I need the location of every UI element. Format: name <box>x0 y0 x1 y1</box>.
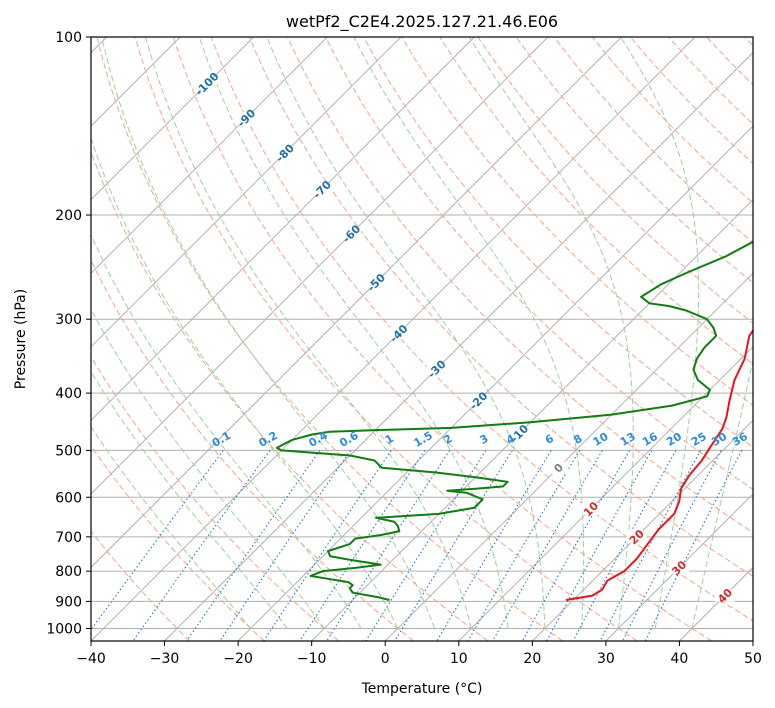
moist-adiabat-line <box>691 357 753 629</box>
moist-adiabat-line <box>91 136 399 629</box>
y-tick-label: 200 <box>55 208 82 224</box>
isotherm-line <box>605 493 753 641</box>
y-tick-label: 1000 <box>46 621 82 637</box>
plot-frame <box>90 36 754 642</box>
x-tick-label: −30 <box>150 651 180 667</box>
isotherm-label-bg <box>236 111 257 124</box>
y-tick-label: 400 <box>55 386 82 402</box>
mixing-ratio-line <box>186 450 321 641</box>
isotherm-label-bg <box>548 461 569 474</box>
isotherm-label-bg <box>468 394 489 407</box>
moist-adiabat-line <box>468 37 634 629</box>
mixing-ratio-line <box>91 450 224 631</box>
mixing-ratio-line <box>219 450 352 641</box>
isotherm-line <box>91 37 549 495</box>
mixing-ratio-line <box>622 450 722 641</box>
isotherm-label-bg <box>388 327 409 340</box>
mixing-ratio-line <box>263 450 392 641</box>
isotherm-label-bg <box>714 589 735 602</box>
isotherm-line <box>237 125 753 641</box>
isotherm-label-bg <box>580 502 601 515</box>
isotherm-label-bg <box>668 561 689 574</box>
isotherm-label-bg <box>626 530 647 543</box>
isotherm-label-bg <box>426 362 447 375</box>
isotherm-line <box>91 37 254 201</box>
y-tick-label: 100 <box>55 30 82 46</box>
dry-adiabat-line <box>210 37 753 622</box>
dry-adiabat-line <box>91 150 489 641</box>
dry-adiabat-line <box>91 355 340 641</box>
moist-adiabat-line <box>91 425 252 629</box>
x-tick-label: 30 <box>597 651 615 667</box>
x-tick-label: 40 <box>671 651 689 667</box>
isotherm-line <box>458 346 753 641</box>
dry-adiabat-line <box>248 37 753 577</box>
isotherm-label-bg <box>196 77 217 90</box>
y-tick-label: 500 <box>55 443 82 459</box>
grid-layer <box>91 37 753 641</box>
mixing-ratio-line <box>572 450 677 641</box>
dry-adiabat-line <box>325 37 753 490</box>
profile-series-layer <box>275 240 753 601</box>
y-tick-label: 300 <box>55 312 82 328</box>
dry-adiabat-line <box>286 37 753 534</box>
y-axis-ticks: 100 200 300 400 500 600 700 800 900 1000 <box>46 30 91 637</box>
x-tick-label: 20 <box>523 651 541 667</box>
y-axis-label: Pressure (hPa) <box>13 289 29 389</box>
mixing-ratio-line <box>599 450 702 641</box>
x-tick-label: 10 <box>450 651 468 667</box>
dry-adiabat-line <box>91 259 414 641</box>
dry-adiabat-line <box>91 444 265 641</box>
moist-adiabat-line <box>620 37 700 629</box>
x-tick-label: 50 <box>744 651 762 667</box>
moist-adiabat-line <box>101 37 436 629</box>
moist-adiabat-line <box>91 370 288 629</box>
x-tick-label: −10 <box>297 651 327 667</box>
thermo-lines-layer <box>91 37 753 641</box>
dry-adiabat-line <box>401 37 753 406</box>
mixing-ratio-line <box>644 450 743 641</box>
x-axis-label: Temperature (°C) <box>361 681 483 697</box>
dry-adiabat-line <box>91 530 191 641</box>
x-tick-label: −40 <box>76 651 106 667</box>
mixing-ratio-line <box>132 450 271 641</box>
mixing-ratio-line <box>299 450 426 641</box>
chart-title: wetPf2_C2E4.2025.127.21.46.E06 <box>286 12 558 32</box>
isotherm-label-bg <box>509 427 530 440</box>
x-axis-ticks: −40 −30 −20 −10 0 10 20 30 40 50 <box>76 641 762 667</box>
y-tick-label: 600 <box>55 490 82 506</box>
moist-adiabat-line <box>198 37 509 629</box>
moist-adiabat-line <box>266 37 546 629</box>
isotherm-label-bg <box>311 183 332 196</box>
isotherm-label-bg <box>341 227 362 240</box>
isotherm-label-bg <box>274 146 295 159</box>
isotherm-line <box>164 51 753 641</box>
y-tick-label: 900 <box>55 594 82 610</box>
mixing-ratio-line <box>546 450 653 641</box>
isotherm-label-bg <box>366 276 387 289</box>
moist-adiabat-line <box>353 37 585 629</box>
isotherm-line <box>91 37 402 348</box>
temperature-profile-line <box>565 328 753 601</box>
isotherm-line <box>91 37 328 274</box>
mixing-ratio-line <box>365 450 487 641</box>
dry-adiabat-line <box>439 37 753 365</box>
y-tick-label: 700 <box>55 530 82 546</box>
mixing-ratio-line <box>394 450 513 641</box>
isotherm-line <box>91 37 475 421</box>
y-tick-label: 800 <box>55 564 82 580</box>
moist-adiabat-line <box>91 233 362 629</box>
dry-adiabat-line <box>515 37 753 284</box>
isotherm-line <box>91 37 622 569</box>
isotherm-line <box>384 272 753 641</box>
dry-adiabat-line <box>96 37 563 641</box>
dewpoint-profile-line <box>275 240 753 601</box>
x-tick-label: 0 <box>381 651 390 667</box>
mixing-ratio-line <box>492 450 603 641</box>
x-tick-label: −20 <box>223 651 253 667</box>
